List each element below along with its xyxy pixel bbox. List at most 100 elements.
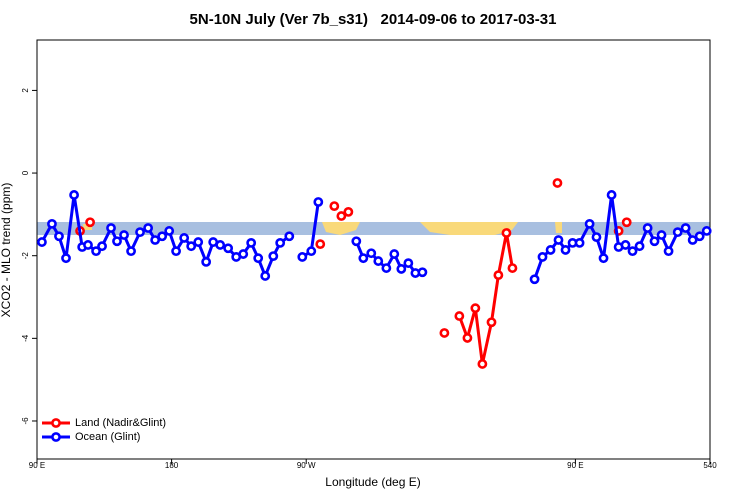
data-point [201,256,212,267]
data-point [591,232,602,243]
y-axis-label: XCO2 - MLO trend (ppm) [0,183,13,318]
data-point [477,359,488,369]
data-point [493,270,504,281]
y-tick-label: 0 [21,170,30,175]
data-point [306,246,317,257]
data-point [91,246,101,257]
data-point [260,271,271,281]
y-tick-label: -6 [21,417,30,425]
data-point [83,240,93,250]
legend-label: Ocean (Glint) [75,431,140,443]
y-tick-label: 2 [21,88,30,93]
data-point [186,241,197,252]
data-point [694,231,705,242]
data-point [97,241,107,252]
chart-title: 5N-10N July (Ver 7b_s31) 2014-09-06 to 2… [190,11,557,28]
data-point [417,267,428,278]
data-point [634,241,645,252]
data-point [284,231,295,242]
data-point [268,251,279,262]
data-point [537,252,548,262]
data-point [403,258,414,269]
data-point [486,317,497,328]
series-line [459,222,626,364]
data-point [454,311,465,321]
y-tick-label: -4 [21,334,30,342]
land-patch [420,222,518,235]
data-point [343,206,354,217]
land-patch [555,222,562,233]
data-point [143,223,154,233]
x-tick-label: 90 E [29,461,45,470]
x-tick-label: 90 E [567,461,583,470]
data-point [150,235,161,245]
data-point [126,246,136,257]
plot-frame [36,39,711,460]
data-point [246,237,257,248]
data-point [238,249,249,259]
x-tick-label: 180 [165,461,179,470]
data-point [275,237,286,248]
data-point [574,237,585,248]
x-axis-label: Longitude (deg E) [325,475,420,489]
data-point [529,274,540,285]
data-point [215,240,226,250]
data-point [381,263,392,273]
data-point [553,235,564,245]
x-tick-label: 90 W [297,461,316,470]
series-line [40,194,708,280]
legend-marker [51,432,61,442]
data-point [223,243,234,254]
data-point [584,218,595,229]
data-point [297,252,308,262]
data-point [687,235,698,245]
data-point [642,223,653,233]
data-point [112,236,122,247]
data-point [501,228,512,238]
data-point [37,237,47,247]
data-point [85,217,95,228]
data-point [61,253,71,264]
data-point [358,253,369,264]
data-point [373,256,384,266]
data-point [253,253,264,264]
data-point [351,236,362,247]
data-point [545,245,556,255]
data-point [552,178,563,188]
data-point [329,201,340,212]
legend-label: Land (Nadir&Glint) [75,417,166,429]
reference-band [37,222,710,235]
data-point [439,328,450,338]
data-point [560,245,571,255]
data-point [598,253,609,264]
data-point [54,231,64,242]
data-point [336,211,347,221]
data-point [106,223,116,233]
data-point [656,230,667,240]
data-point [47,218,57,229]
data-point [621,217,632,228]
data-point [701,226,712,236]
data-point [69,190,79,200]
data-point [193,237,204,247]
data-point [171,246,181,257]
data-point [366,248,377,259]
data-point [315,239,326,250]
data-point [157,231,168,242]
data-point [396,264,407,274]
data-point [313,197,324,207]
data-point [462,333,473,343]
data-point [507,263,518,273]
legend-marker [51,418,61,428]
data-point [606,190,617,200]
data-point [649,236,660,247]
y-tick-label: -2 [21,252,30,260]
data-point [135,227,145,238]
data-point [470,303,481,314]
land-patch [322,222,360,235]
data-point [164,226,175,236]
data-point [179,233,190,243]
data-point [119,230,129,240]
plot-layer: 90 E 180 90 W 90 E 540 -6 -4 -2 0 2 Land (Nadir&Gl… [21,88,717,470]
